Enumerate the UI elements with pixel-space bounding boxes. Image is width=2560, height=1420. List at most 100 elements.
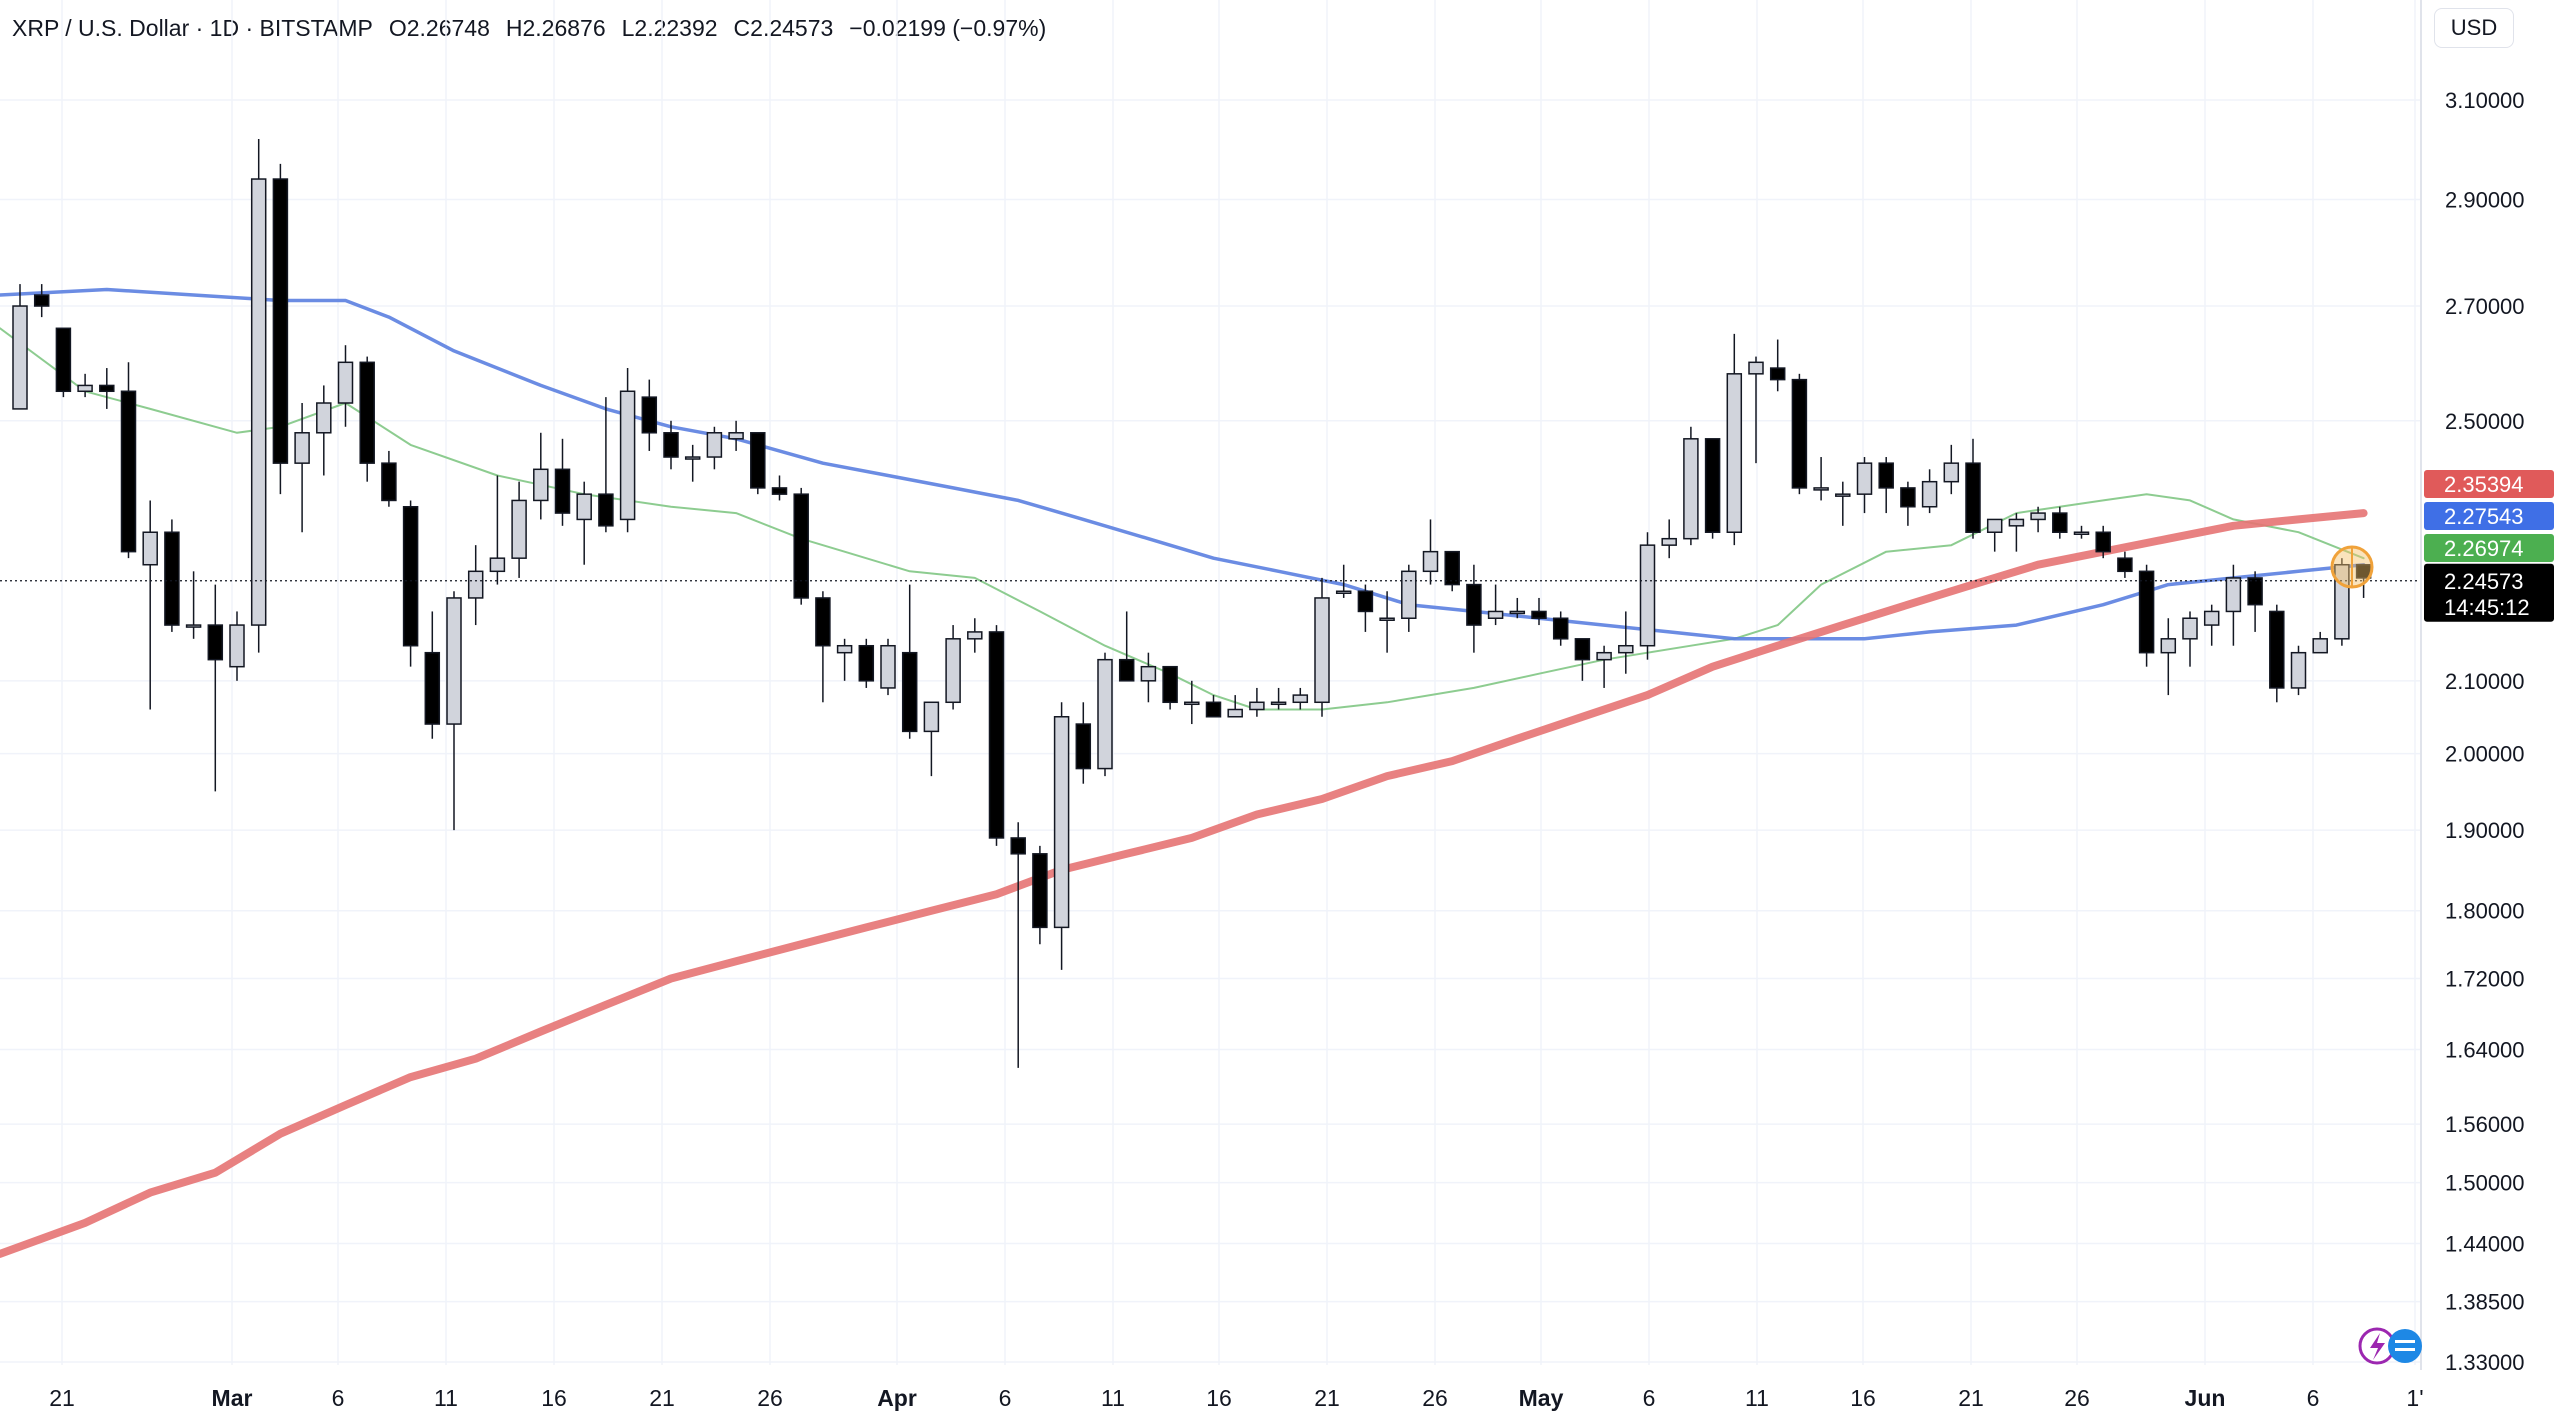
candle-body bbox=[207, 624, 224, 661]
x-tick-label: 21 bbox=[1314, 1385, 1340, 1411]
x-tick-label: 6 bbox=[2307, 1385, 2320, 1411]
candle-body bbox=[446, 597, 462, 725]
candle-body bbox=[1835, 493, 1851, 497]
candle-body bbox=[1270, 701, 1287, 706]
candle bbox=[1943, 444, 1960, 495]
x-tick-label: 21 bbox=[1958, 1385, 1984, 1411]
candle bbox=[1379, 591, 1395, 653]
svg-text:2.27543: 2.27543 bbox=[2444, 504, 2524, 529]
candle-body bbox=[272, 178, 289, 464]
candle bbox=[2225, 564, 2242, 646]
candle bbox=[988, 625, 1005, 846]
candle-body bbox=[1900, 487, 1916, 508]
candle-body bbox=[185, 624, 202, 628]
candle-body bbox=[988, 631, 1005, 839]
price-axis[interactable]: 3.10000 2.90000 2.70000 2.50000 2.10000 2.000… bbox=[2445, 88, 2525, 1375]
candle-body bbox=[706, 432, 723, 458]
x-tick-label: 11 bbox=[434, 1385, 458, 1411]
y-tick-label: 3.10000 bbox=[2445, 88, 2525, 113]
candle-body bbox=[381, 462, 397, 502]
candle bbox=[1769, 339, 1786, 392]
candle bbox=[1487, 584, 1504, 626]
ohlc-close: C2.24573 bbox=[733, 14, 834, 41]
candle-body bbox=[1162, 665, 1178, 704]
candle-body bbox=[1596, 651, 1612, 661]
candle bbox=[207, 584, 224, 792]
candle-body bbox=[2269, 610, 2285, 689]
alert-marker[interactable] bbox=[2330, 545, 2374, 589]
candle-body bbox=[511, 499, 527, 559]
x-tick-label: 16 bbox=[1206, 1385, 1232, 1411]
candle bbox=[619, 368, 636, 533]
time-axis[interactable]: 21 Mar 6 11 16 21 26 Apr 6 11 16 21 26 May 6 11 16 21 26 Ju… bbox=[49, 1385, 2423, 1411]
candle-body bbox=[1552, 617, 1569, 640]
candle bbox=[901, 584, 918, 739]
y-tick-label: 1.50000 bbox=[2445, 1171, 2525, 1196]
candle bbox=[316, 385, 332, 476]
ohlc-low: L2.22392 bbox=[621, 14, 718, 41]
candle-body bbox=[1314, 597, 1330, 704]
candle bbox=[1726, 333, 1743, 546]
candle bbox=[1466, 564, 1482, 653]
candle-body bbox=[1335, 590, 1352, 594]
candle-body bbox=[359, 361, 375, 464]
x-tick-label: Apr bbox=[877, 1385, 917, 1411]
candle bbox=[2269, 604, 2285, 703]
candle bbox=[424, 611, 441, 739]
candle-body bbox=[424, 651, 441, 725]
candle bbox=[554, 438, 571, 526]
candle-body bbox=[1574, 638, 1591, 661]
candle-body bbox=[1466, 583, 1482, 626]
candle-body bbox=[598, 493, 614, 527]
candle-body bbox=[1292, 694, 1309, 704]
candle bbox=[359, 356, 375, 482]
currency-button[interactable]: USD bbox=[2434, 8, 2514, 48]
candle-body bbox=[489, 557, 506, 573]
x-tick-label: 11 bbox=[1101, 1385, 1125, 1411]
candle-body bbox=[533, 468, 549, 502]
candle-body bbox=[858, 644, 875, 682]
candle-body bbox=[750, 432, 766, 489]
candle bbox=[1140, 652, 1157, 703]
candle-body bbox=[2203, 610, 2220, 626]
flag-icon[interactable] bbox=[2388, 1329, 2422, 1363]
candle-body bbox=[1921, 480, 1938, 508]
candle bbox=[2312, 631, 2328, 654]
candle-body bbox=[1487, 610, 1504, 619]
candle-body bbox=[1118, 658, 1135, 682]
y-tick-label: 1.44000 bbox=[2445, 1231, 2525, 1256]
x-tick-label: 6 bbox=[1643, 1385, 1656, 1411]
candle-body bbox=[1683, 438, 1699, 540]
candle bbox=[1791, 373, 1808, 495]
candle-body bbox=[99, 384, 115, 393]
ma-price-tag: 2.26974 bbox=[2424, 534, 2554, 562]
candle bbox=[1422, 519, 1439, 585]
candle-body bbox=[1878, 462, 1894, 489]
candle-body bbox=[945, 638, 961, 704]
candle-body bbox=[2160, 638, 2177, 654]
candle bbox=[1878, 457, 1894, 514]
candle-body bbox=[663, 432, 679, 458]
x-tick-label: 1' bbox=[2406, 1385, 2423, 1411]
candle-body bbox=[1184, 701, 1200, 706]
x-tick-label: 21 bbox=[649, 1385, 675, 1411]
ohlc-open: O2.26748 bbox=[388, 14, 490, 41]
candle-body bbox=[1075, 723, 1092, 770]
candle bbox=[1335, 564, 1352, 598]
candle bbox=[1661, 519, 1677, 559]
candle bbox=[511, 481, 527, 578]
candle bbox=[815, 591, 831, 703]
candle-body bbox=[1422, 550, 1439, 573]
candle bbox=[99, 368, 115, 409]
y-tick-label: 2.90000 bbox=[2445, 187, 2525, 212]
candle bbox=[1596, 645, 1612, 688]
symbol-name[interactable]: XRP / U.S. Dollar · 1D · BITSTAMP bbox=[12, 14, 373, 41]
candle bbox=[2008, 513, 2025, 552]
candle bbox=[2095, 525, 2111, 559]
moving-averages bbox=[0, 287, 2368, 1258]
candle-body bbox=[316, 402, 332, 434]
candle-body bbox=[880, 644, 896, 689]
